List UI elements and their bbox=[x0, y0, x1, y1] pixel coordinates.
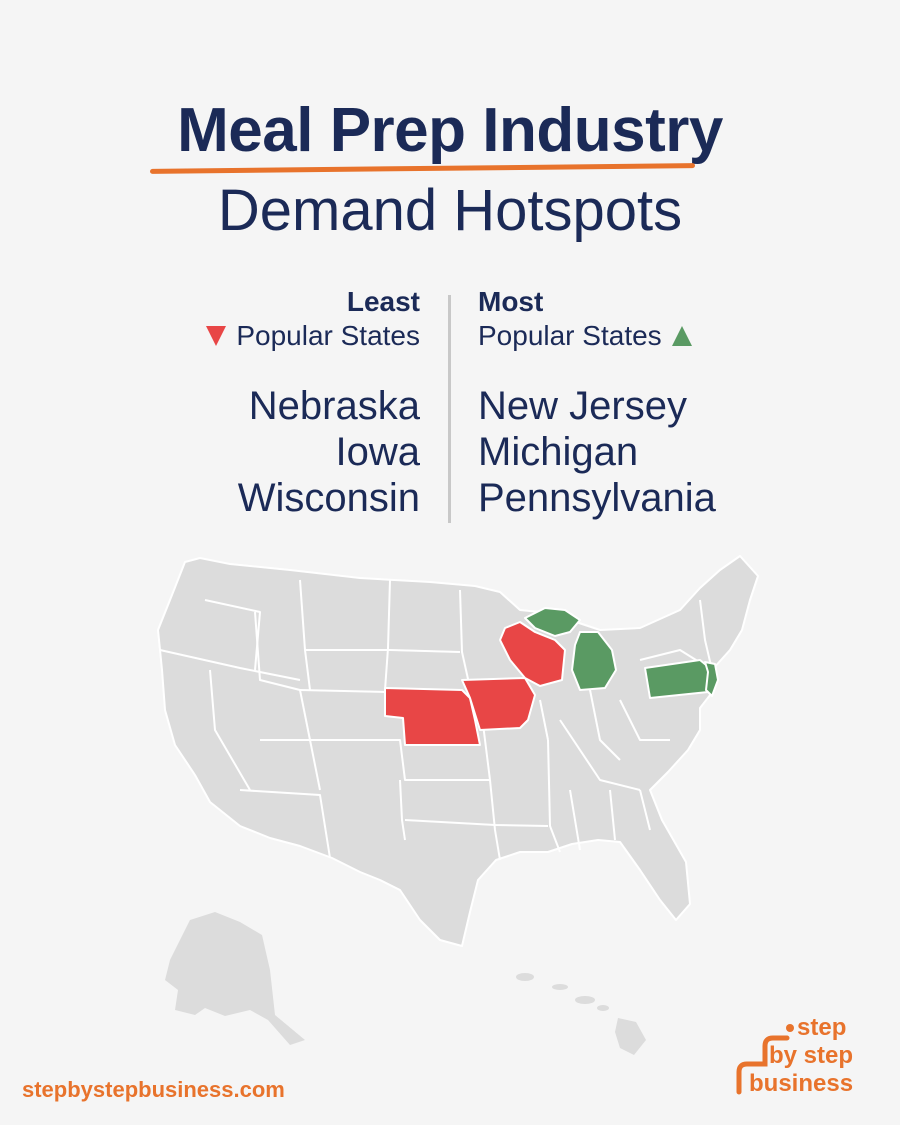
state-lists: Least Popular States Nebraska Iowa Wisco… bbox=[0, 285, 900, 525]
title-block: Meal Prep Industry Demand Hotspots bbox=[0, 96, 900, 246]
most-heading: Most bbox=[478, 286, 544, 317]
hawaii-shape bbox=[516, 973, 646, 1055]
most-popular-column: Most Popular States New Jersey Michigan … bbox=[478, 285, 716, 521]
logo-text-line3: business bbox=[749, 1070, 854, 1097]
least-subheading-row: Popular States bbox=[206, 319, 420, 353]
most-state-item: Pennsylvania bbox=[478, 476, 716, 520]
least-heading: Least bbox=[346, 286, 420, 317]
us-map-svg bbox=[157, 555, 759, 1055]
pennsylvania-shape bbox=[644, 659, 713, 699]
least-state-list: Nebraska Iowa Wisconsin bbox=[206, 383, 420, 521]
us-map bbox=[0, 540, 900, 1060]
column-divider bbox=[448, 295, 451, 523]
logo-text-line1: step bbox=[797, 1014, 847, 1041]
most-subheading-row: Popular States bbox=[478, 319, 716, 353]
footer-url[interactable]: stepbystepbusiness.com bbox=[22, 1077, 285, 1102]
iowa-shape bbox=[461, 677, 536, 731]
michigan-lower-shape bbox=[571, 631, 617, 691]
least-state-item: Nebraska bbox=[248, 384, 420, 428]
least-popular-column: Least Popular States Nebraska Iowa Wisco… bbox=[206, 285, 420, 521]
michigan-upper-shape bbox=[524, 607, 581, 637]
least-subheading: Popular States bbox=[236, 320, 420, 351]
most-state-list: New Jersey Michigan Pennsylvania bbox=[478, 383, 716, 521]
most-state-item: New Jersey bbox=[478, 384, 687, 428]
brand-logo: step by step business bbox=[735, 1000, 875, 1100]
down-arrow-icon bbox=[206, 326, 227, 346]
up-arrow-icon bbox=[671, 326, 692, 346]
new-jersey-shape bbox=[704, 661, 719, 697]
logo-text-line2: by step bbox=[769, 1042, 854, 1069]
least-state-item: Wisconsin bbox=[237, 476, 420, 520]
us-mainland-shape bbox=[157, 555, 759, 947]
least-state-item: Iowa bbox=[335, 430, 421, 474]
wisconsin-shape bbox=[499, 621, 566, 687]
most-subheading: Popular States bbox=[478, 320, 662, 351]
logo-steps-icon bbox=[736, 1024, 794, 1095]
page-title: Meal Prep Industry bbox=[177, 96, 723, 165]
page-subtitle: Demand Hotspots bbox=[217, 178, 683, 243]
alaska-shape bbox=[165, 912, 305, 1045]
nebraska-shape bbox=[384, 687, 481, 746]
most-state-item: Michigan bbox=[478, 430, 639, 474]
